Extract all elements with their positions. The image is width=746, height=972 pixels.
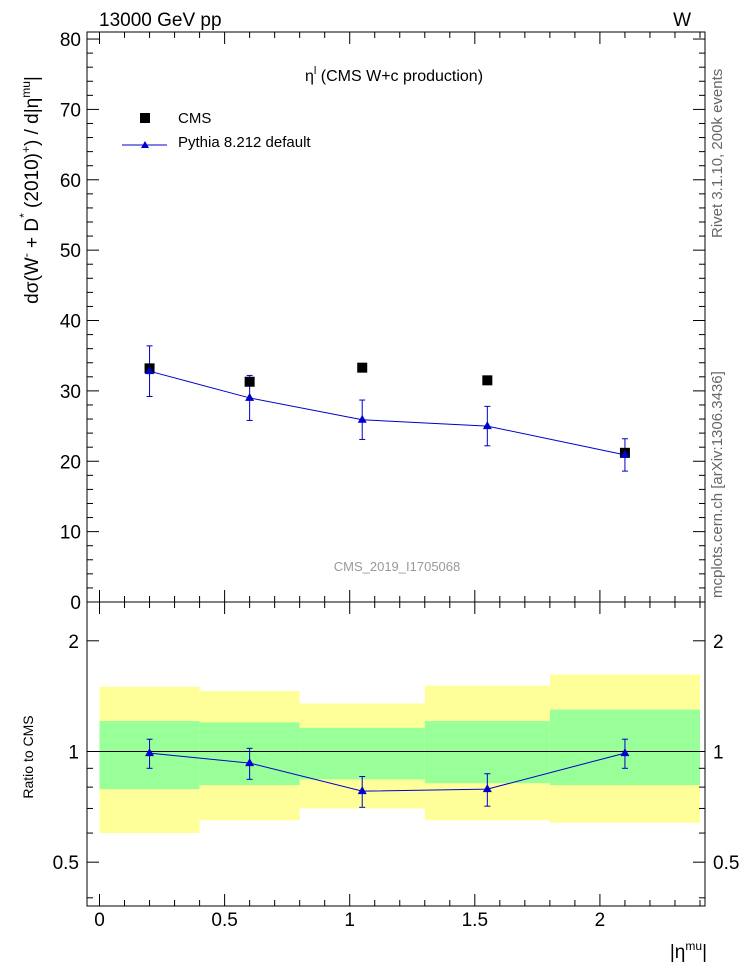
y-tick-label: 80 [60, 30, 81, 51]
y-tick-label: 40 [60, 312, 81, 333]
y-tick-label: 10 [60, 523, 81, 544]
ratio-tick-label: 0.5 [53, 853, 79, 874]
x-tick-label: 0 [94, 910, 105, 931]
ratio-tick-label-right: 0.5 [713, 853, 739, 874]
ratio-tick-label-right: 1 [713, 742, 724, 763]
process-label: W [673, 10, 691, 31]
y-tick-label: 50 [60, 241, 81, 262]
y-tick-label: 70 [60, 100, 81, 121]
y-tick-label: 0 [70, 593, 81, 614]
ratio-tick-label: 2 [68, 632, 79, 653]
y-tick-label: 30 [60, 382, 81, 403]
legend-cms-marker [140, 113, 150, 123]
y-axis-label: dσ(W- + D* (2010)+) / d|ηmu| [17, 76, 43, 304]
x-axis-label: |ηmu| [670, 939, 707, 963]
plot-title: ηl (CMS W+c production) [305, 65, 483, 85]
pythia-line [149, 370, 626, 456]
pythia-point [482, 421, 492, 430]
x-tick-label: 1 [344, 910, 355, 931]
energy-label: 13000 GeV pp [99, 10, 222, 31]
ratio-bands [99, 674, 700, 834]
ratio-data-layer [145, 738, 630, 808]
y-tick-label: 20 [60, 452, 81, 473]
ratio-axes: 0.5 0.5 1 1 2 2 [53, 601, 739, 907]
legend-cms-label: CMS [178, 110, 211, 127]
x-tick-label: 1.5 [462, 910, 488, 931]
ratio-frame [86, 601, 706, 907]
x-axis: 0 0.5 1 1.5 2 [94, 910, 605, 931]
pythia-point [245, 392, 255, 401]
legend: CMS Pythia 8.212 default [122, 110, 311, 151]
ratio-band-green [299, 727, 425, 780]
y-tick-label: 60 [60, 171, 81, 192]
legend-pythia-marker [141, 141, 149, 148]
ratio-y-label: Ratio to CMS [20, 715, 36, 798]
ratio-tick-label: 1 [68, 742, 79, 763]
ratio-tick-label-right: 2 [713, 632, 724, 653]
ratio-point [482, 784, 492, 793]
top-axes: 0 10 20 30 40 50 60 70 80 [60, 30, 706, 614]
ratio-point [620, 748, 630, 757]
ratio-band-green [424, 721, 550, 784]
rivet-label: Rivet 3.1.10, 200k events [709, 69, 726, 238]
pythia-point [145, 366, 155, 375]
watermark: CMS_2019_I1705068 [334, 559, 461, 574]
cms-point [244, 376, 255, 387]
x-tick-label: 0.5 [211, 910, 237, 931]
x-tick-label: 2 [595, 910, 606, 931]
legend-pythia-label: Pythia 8.212 default [178, 134, 311, 151]
pythia-point [620, 449, 630, 458]
pythia-point [357, 414, 367, 423]
ratio-point [245, 758, 255, 767]
top-data-layer [144, 345, 630, 472]
ratio-point [145, 748, 155, 757]
mcplots-label: mcplots.cern.ch [arXiv:1306.3436] [709, 371, 726, 598]
cms-point [482, 375, 493, 386]
ratio-point [357, 786, 367, 795]
cms-point [357, 362, 368, 373]
